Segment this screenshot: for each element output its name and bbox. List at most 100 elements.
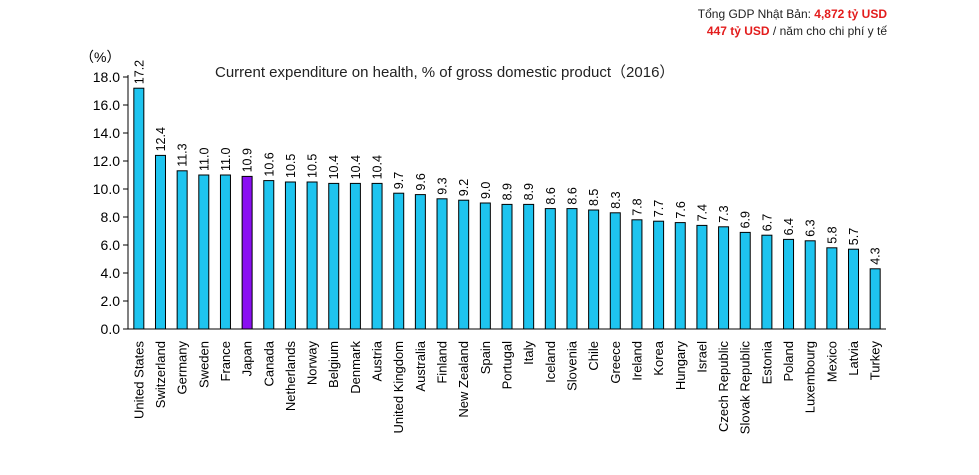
category-label: Latvia bbox=[846, 340, 861, 375]
data-label: 6.9 bbox=[739, 211, 753, 228]
y-tick-label: 8.0 bbox=[101, 209, 121, 225]
data-label: 11.0 bbox=[219, 148, 233, 171]
y-axis-unit-label: （%） bbox=[80, 49, 120, 65]
data-label: 10.4 bbox=[327, 155, 341, 179]
bar-united-kingdom bbox=[393, 192, 405, 330]
bar-luxembourg bbox=[804, 240, 816, 330]
bar-austria bbox=[371, 182, 383, 330]
data-label: 4.3 bbox=[869, 247, 883, 264]
data-label: 7.3 bbox=[717, 205, 731, 222]
category-label: United Kingdom bbox=[391, 341, 406, 434]
y-tick-label: 18.0 bbox=[93, 69, 120, 85]
health-spend-value: 447 tỷ USD bbox=[706, 24, 770, 38]
category-label: Switzerland bbox=[153, 341, 168, 408]
category-label: Estonia bbox=[759, 340, 774, 384]
category-label: Ireland bbox=[629, 341, 644, 381]
bar-netherlands bbox=[284, 181, 296, 330]
y-tick-label: 4.0 bbox=[101, 265, 121, 281]
category-label: Finland bbox=[435, 341, 450, 384]
bar-poland bbox=[783, 238, 795, 330]
y-tick-label: 14.0 bbox=[93, 125, 120, 141]
data-label: 5.7 bbox=[847, 228, 861, 245]
bar-australia bbox=[414, 194, 426, 330]
bar-chile bbox=[588, 209, 600, 330]
data-label: 8.9 bbox=[522, 183, 536, 200]
bar-israel bbox=[696, 224, 708, 330]
category-label: Slovak Republic bbox=[738, 341, 753, 435]
bar-hungary bbox=[674, 222, 686, 330]
category-label: Denmark bbox=[348, 341, 363, 394]
category-label: Korea bbox=[651, 340, 666, 375]
bar-turkey bbox=[869, 268, 881, 330]
bar-new-zealand bbox=[458, 199, 470, 330]
category-label: Portugal bbox=[500, 341, 515, 390]
chart-title: Current expenditure on health, % of gros… bbox=[215, 64, 674, 81]
category-label: Israel bbox=[694, 341, 709, 373]
category-label: Hungary bbox=[673, 341, 688, 391]
bar-sweden bbox=[198, 174, 210, 330]
bar-italy bbox=[523, 203, 535, 330]
bar-portugal bbox=[501, 203, 513, 330]
gdp-note: Tổng GDP Nhật Bản: 4,872 tỷ USD 447 tỷ U… bbox=[698, 6, 887, 40]
category-label: Netherlands bbox=[283, 341, 298, 412]
data-label: 7.4 bbox=[695, 204, 709, 221]
gdp-value: 4,872 tỷ USD bbox=[814, 7, 887, 21]
data-label: 11.3 bbox=[176, 143, 190, 166]
y-tick-label: 2.0 bbox=[101, 293, 121, 309]
bar-france bbox=[219, 174, 231, 330]
y-tick-label: 16.0 bbox=[93, 97, 120, 113]
data-label: 7.8 bbox=[630, 198, 644, 215]
data-label: 10.4 bbox=[349, 155, 363, 179]
category-label: Norway bbox=[305, 341, 320, 386]
category-label: New Zealand bbox=[456, 341, 471, 418]
category-label: Australia bbox=[413, 340, 428, 391]
bar-ireland bbox=[631, 219, 643, 330]
data-label: 6.3 bbox=[804, 219, 818, 236]
category-label: Czech Republic bbox=[716, 341, 731, 433]
bar-latvia bbox=[848, 248, 860, 330]
data-label: 10.4 bbox=[371, 155, 385, 179]
bar-japan bbox=[241, 175, 253, 330]
category-label: Canada bbox=[261, 340, 276, 386]
data-label: 8.5 bbox=[587, 189, 601, 206]
bar-spain bbox=[479, 202, 491, 330]
data-label: 9.3 bbox=[436, 177, 450, 194]
category-label: Sweden bbox=[196, 341, 211, 388]
data-label: 6.4 bbox=[782, 218, 796, 235]
y-tick-label: 12.0 bbox=[93, 153, 120, 169]
bar-korea bbox=[653, 220, 665, 330]
category-label: Belgium bbox=[326, 341, 341, 388]
y-tick-label: 6.0 bbox=[101, 237, 121, 253]
bar-greece bbox=[609, 212, 621, 330]
category-label: Italy bbox=[521, 341, 536, 365]
bars: 17.2 12.4 11.3 11.0 11.0 10.9 10.6 10.5 10.5 10.4… bbox=[132, 60, 883, 330]
data-label: 10.5 bbox=[284, 154, 298, 178]
category-label: Austria bbox=[370, 340, 385, 381]
category-label: Chile bbox=[586, 341, 601, 371]
data-label: 10.9 bbox=[241, 148, 255, 172]
bar-denmark bbox=[349, 182, 361, 330]
data-label: 11.0 bbox=[197, 148, 211, 171]
category-label: Slovenia bbox=[564, 340, 579, 391]
gdp-note-line-2: 447 tỷ USD / năm cho chi phí y tế bbox=[698, 23, 887, 40]
data-label: 10.6 bbox=[262, 152, 276, 176]
bar-iceland bbox=[544, 208, 556, 330]
y-tick-label: 0.0 bbox=[101, 321, 121, 337]
y-tick-label: 10.0 bbox=[93, 181, 120, 197]
y-axis: 0.0 2.0 4.0 6.0 8.0 10.0 12.0 14.0 16.0 18.0 bbox=[93, 69, 886, 337]
data-label: 17.2 bbox=[132, 60, 146, 84]
bar-germany bbox=[176, 170, 188, 330]
bar-mexico bbox=[826, 247, 838, 330]
health-spend-label: / năm cho chi phí y tế bbox=[769, 24, 887, 38]
data-label: 9.6 bbox=[414, 173, 428, 190]
category-labels: United States Switzerland Germany Sweden Fra… bbox=[131, 340, 882, 434]
category-label: Spain bbox=[478, 341, 493, 374]
category-label: Greece bbox=[608, 341, 623, 384]
data-label: 5.8 bbox=[825, 226, 839, 243]
bar-canada bbox=[263, 180, 275, 330]
bar-slovak-republic bbox=[739, 231, 751, 330]
bar-finland bbox=[436, 198, 448, 330]
bar-norway bbox=[306, 181, 318, 330]
bar-czech-republic bbox=[718, 226, 730, 330]
